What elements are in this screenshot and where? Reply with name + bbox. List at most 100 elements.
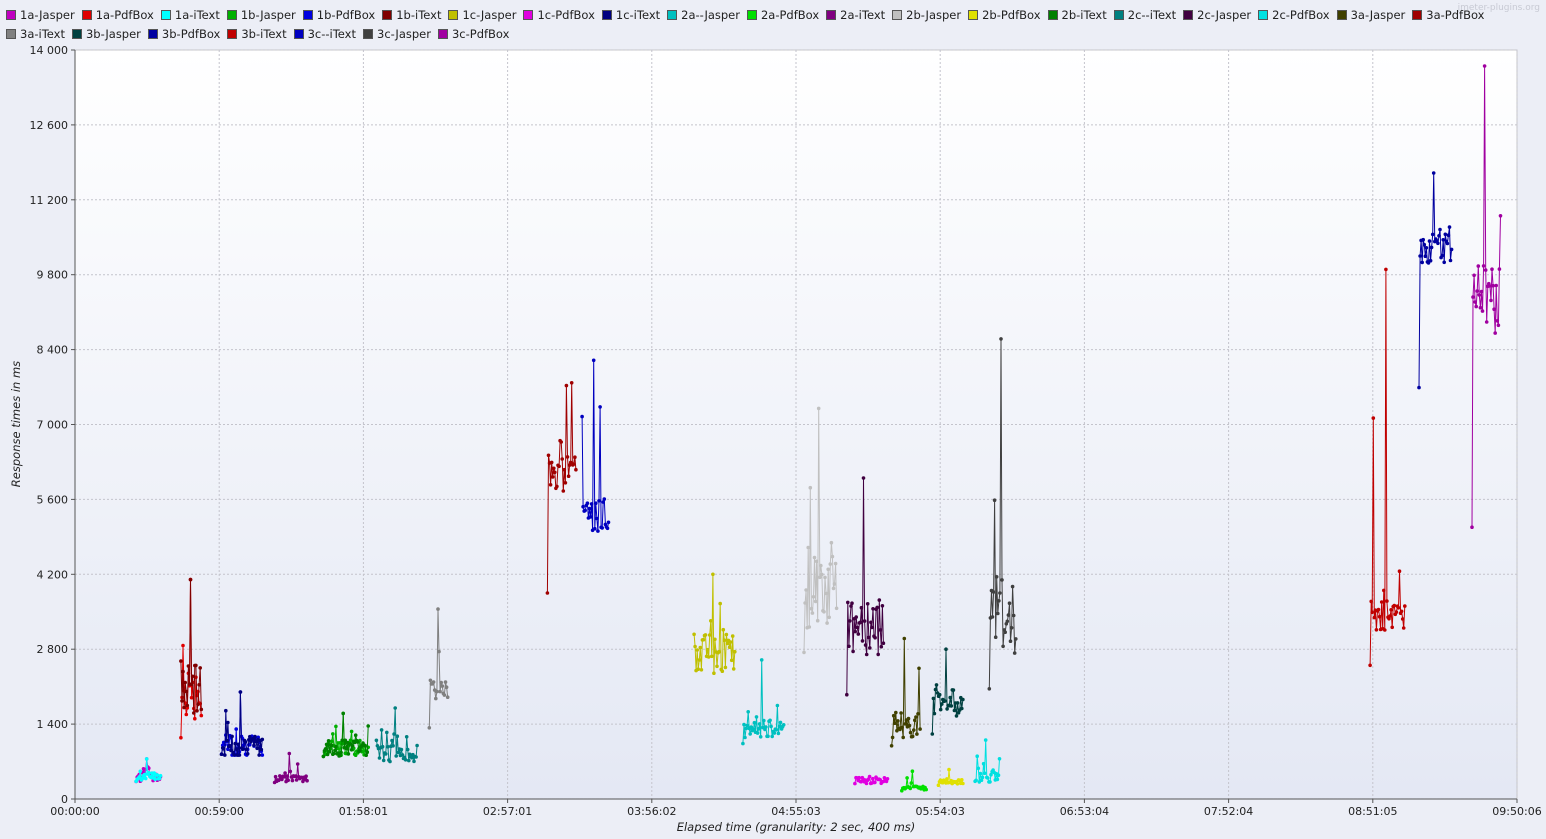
- data-point: [1491, 283, 1495, 288]
- data-point: [550, 475, 555, 479]
- data-point: [1389, 608, 1393, 612]
- legend-item: 1a-PdfBox: [81, 6, 154, 24]
- data-point: [350, 743, 355, 748]
- data-point: [855, 625, 860, 630]
- data-point: [745, 723, 749, 728]
- data-point: [192, 711, 196, 715]
- data-point: [602, 497, 607, 501]
- data-point: [909, 781, 914, 785]
- data-point: [196, 702, 200, 707]
- data-point: [260, 753, 265, 757]
- data-point: [997, 599, 1001, 603]
- data-point: [144, 757, 149, 761]
- data-point: [813, 599, 818, 604]
- data-point: [988, 780, 992, 784]
- legend-swatch: [382, 10, 393, 20]
- legend-item: 1b-PdfBox: [302, 6, 375, 24]
- data-point: [561, 489, 566, 493]
- data-point: [587, 506, 592, 511]
- data-point: [442, 693, 447, 697]
- data-point: [253, 734, 257, 739]
- data-point: [1482, 64, 1487, 68]
- data-point: [236, 742, 241, 747]
- data-point: [896, 719, 900, 723]
- y-tick-label: 12 600: [30, 119, 69, 132]
- data-point: [414, 755, 418, 759]
- data-point: [998, 591, 1002, 595]
- data-point: [1006, 613, 1011, 617]
- data-point: [233, 741, 237, 746]
- data-point: [993, 635, 998, 639]
- data-point: [1403, 604, 1407, 608]
- data-point: [917, 666, 921, 671]
- data-point: [876, 652, 880, 657]
- data-point: [1489, 298, 1493, 303]
- data-point: [400, 753, 405, 757]
- data-point: [403, 758, 408, 762]
- data-point: [356, 740, 360, 744]
- data-point: [1420, 260, 1424, 265]
- data-point: [947, 767, 951, 772]
- data-point: [591, 358, 596, 363]
- data-point: [257, 753, 262, 757]
- data-point: [758, 735, 763, 739]
- data-point: [562, 467, 567, 472]
- data-point: [905, 776, 909, 780]
- data-point: [717, 649, 721, 654]
- data-point: [593, 526, 597, 531]
- data-point: [1400, 617, 1405, 621]
- data-point: [1448, 258, 1453, 263]
- legend-swatch: [1183, 10, 1194, 20]
- data-point: [428, 678, 433, 683]
- legend-label: 2b-iText: [1061, 8, 1107, 22]
- data-point: [777, 724, 782, 729]
- data-point: [1401, 626, 1406, 630]
- data-point: [325, 752, 330, 757]
- data-point: [293, 774, 298, 778]
- data-point: [1447, 225, 1452, 229]
- data-point: [990, 615, 995, 619]
- data-point: [999, 337, 1003, 341]
- data-point: [725, 641, 730, 646]
- watermark: jmeter-plugins.org: [1457, 3, 1540, 13]
- legend-item: 3c-Jasper: [363, 25, 431, 43]
- data-point: [933, 687, 938, 692]
- legend-item: 2c--iText: [1113, 6, 1176, 24]
- data-point: [695, 648, 699, 652]
- series-1a-itext: [134, 757, 163, 784]
- data-point: [188, 577, 193, 582]
- data-point: [194, 663, 198, 668]
- data-point: [901, 735, 905, 740]
- data-point: [259, 747, 264, 752]
- data-point: [713, 637, 717, 642]
- data-point: [873, 635, 877, 640]
- data-point: [908, 786, 913, 791]
- data-point: [405, 747, 410, 752]
- series-1c-itext: [219, 690, 265, 757]
- grid-lines: [71, 49, 1518, 803]
- data-point: [870, 625, 874, 630]
- legend-swatch: [746, 10, 757, 20]
- data-point: [1005, 619, 1010, 624]
- data-point: [332, 751, 336, 756]
- data-point: [143, 776, 148, 781]
- data-point: [913, 718, 917, 722]
- data-point: [255, 746, 259, 751]
- data-point: [810, 611, 815, 615]
- data-point: [1383, 628, 1387, 632]
- data-point: [881, 641, 886, 645]
- data-point: [321, 754, 326, 759]
- data-point: [282, 775, 286, 779]
- series-1c-jasper: [692, 572, 737, 675]
- data-point: [1484, 320, 1489, 324]
- data-point: [349, 729, 354, 734]
- data-point: [365, 750, 370, 754]
- data-point: [1475, 289, 1479, 293]
- data-point: [710, 654, 714, 659]
- data-point: [252, 743, 256, 748]
- legend-label: 2a-PdfBox: [760, 8, 820, 22]
- data-point: [580, 414, 584, 419]
- legend-swatch: [293, 29, 304, 39]
- data-point: [344, 746, 349, 751]
- data-point: [1483, 268, 1488, 272]
